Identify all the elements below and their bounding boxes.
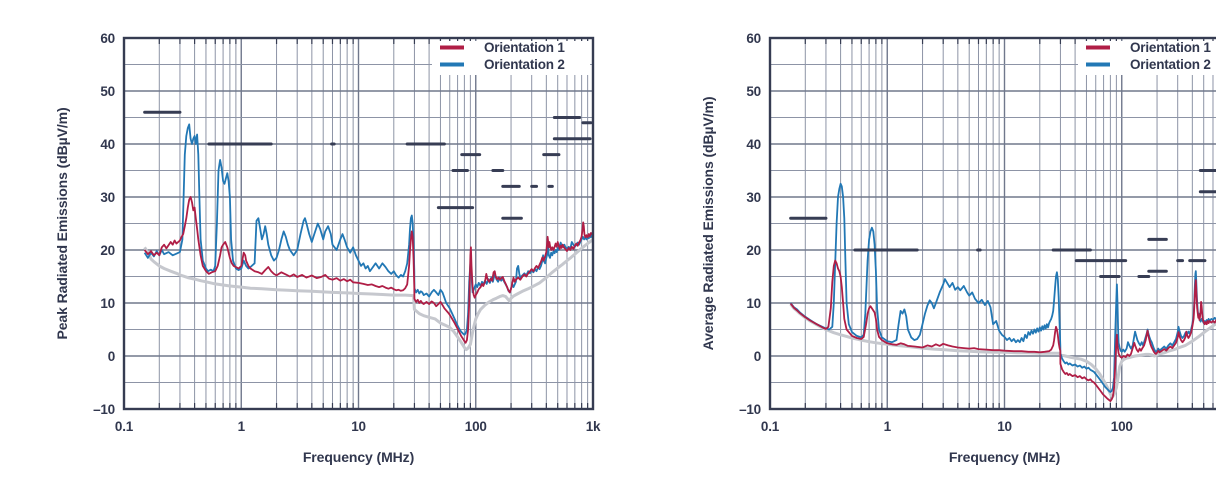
y-tick-label: 30 [100, 190, 115, 205]
y-tick-label: 50 [746, 84, 761, 99]
legend-label-orientation-2: Orientation 2 [1130, 57, 1211, 72]
y-tick-label: –10 [739, 402, 761, 417]
plot-border [122, 36, 595, 411]
legend-label-orientation-2: Orientation 2 [484, 57, 565, 72]
y-axis-title: Average Radiated Emissions (dBµV/m) [700, 97, 716, 351]
trace-noise-floor [143, 238, 594, 352]
y-tick-label: 10 [100, 296, 115, 311]
axis-labels: –10 0 10 20 30 40 50 60 0.1 1 10 100 1k Frequency (MH… [54, 31, 601, 465]
x-tick-label: 10 [351, 419, 366, 434]
peak-radiated-emissions-svg: Orientation 1 Orientation 2 –10 0 10 20 30 40 50… [54, 31, 601, 465]
trace-orientation-1 [789, 259, 1216, 402]
trace-noise-floor [789, 303, 1216, 399]
x-tick-label: 100 [1111, 419, 1133, 434]
x-tick-label: 10 [997, 419, 1012, 434]
y-tick-label: 40 [100, 137, 115, 152]
x-tick-label: 100 [465, 419, 487, 434]
x-tick-label: 0.1 [115, 419, 134, 434]
y-tick-label: 0 [108, 349, 115, 364]
y-tick-label: 50 [100, 84, 115, 99]
y-tick-label: 40 [746, 137, 761, 152]
peak-emissions-chart: Orientation 1 Orientation 2 –10 0 10 20 30 40 50… [40, 16, 648, 481]
y-tick-label: 20 [100, 243, 115, 258]
legend-label-orientation-1: Orientation 1 [1130, 40, 1211, 55]
y-axis-title: Peak Radiated Emissions (dBµV/m) [54, 107, 70, 339]
grid [124, 38, 593, 409]
y-tick-label: 10 [746, 296, 761, 311]
trace-orientation-2 [143, 123, 594, 336]
x-axis-title: Frequency (MHz) [303, 449, 414, 465]
y-tick-label: 30 [746, 190, 761, 205]
y-tick-label: 60 [100, 31, 115, 46]
plot-border [768, 36, 1216, 411]
average-emissions-chart: Orientation 1 Orientation 2 –10 0 10 20 30 40 50… [648, 16, 1216, 481]
series-traces [143, 123, 594, 352]
trace-orientation-2 [789, 182, 1216, 393]
average-radiated-emissions-svg: Orientation 1 Orientation 2 –10 0 10 20 30 40 50… [700, 31, 1216, 465]
x-tick-label: 0.1 [761, 419, 780, 434]
y-tick-label: 60 [746, 31, 761, 46]
legend: Orientation 1 Orientation 2 [432, 40, 590, 75]
x-tick-label: 1 [238, 419, 246, 434]
y-tick-label: 20 [746, 243, 761, 258]
trace-orientation-1 [143, 196, 594, 344]
series-traces [789, 182, 1216, 402]
y-tick-label: –10 [93, 402, 115, 417]
limit-lines [789, 169, 1216, 278]
y-tick-label: 0 [754, 349, 761, 364]
grid [770, 38, 1216, 409]
legend-label-orientation-1: Orientation 1 [484, 40, 565, 55]
x-axis-title: Frequency (MHz) [949, 449, 1060, 465]
limit-lines [143, 110, 593, 220]
legend: Orientation 1 Orientation 2 [1078, 40, 1216, 75]
x-tick-label: 1k [586, 419, 601, 434]
x-tick-label: 1 [884, 419, 892, 434]
